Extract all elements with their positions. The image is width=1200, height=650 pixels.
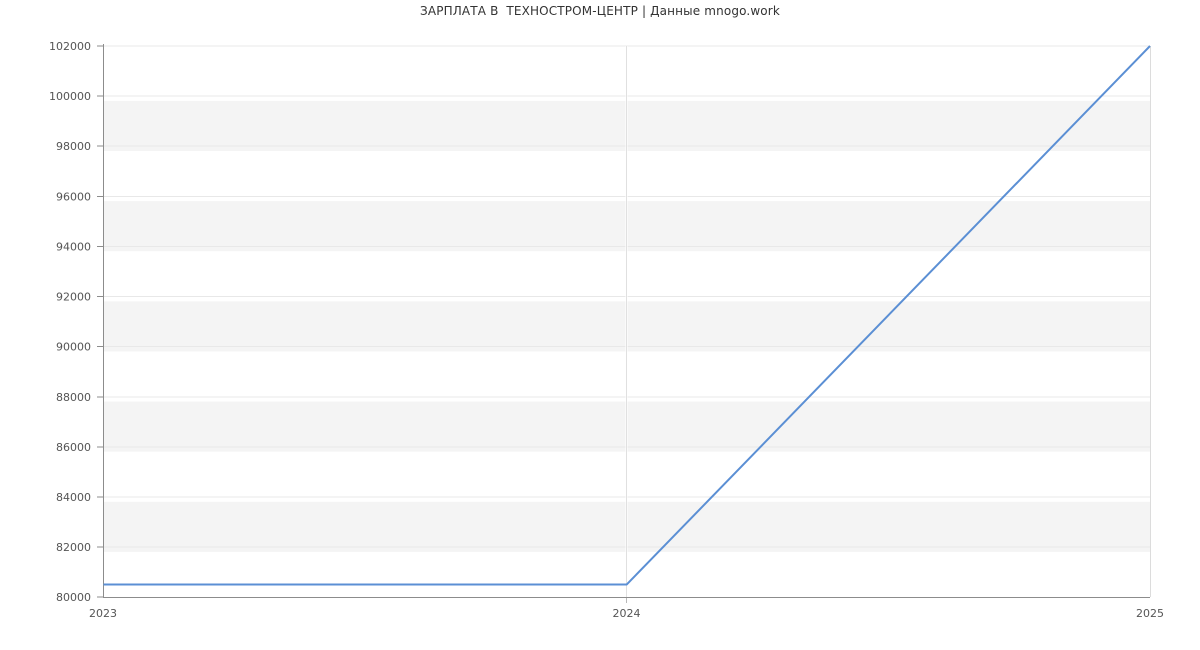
y-tick-label: 98000 [56, 140, 91, 153]
y-tick-label: 90000 [56, 341, 91, 354]
y-tick-label: 102000 [49, 40, 91, 53]
y-tick-label: 80000 [56, 591, 91, 604]
x-tick-label: 2024 [613, 607, 641, 620]
chart-title: ЗАРПЛАТА В ТЕХНОСТРОМ-ЦЕНТР | Данные mno… [420, 4, 780, 18]
y-tick-label: 86000 [56, 441, 91, 454]
y-tick-label: 100000 [49, 90, 91, 103]
x-tick-label: 2025 [1136, 607, 1164, 620]
y-tick-label: 96000 [56, 190, 91, 203]
data-series-line [103, 45, 1151, 586]
y-axis-ticks [97, 45, 103, 598]
y-tick-label: 88000 [56, 391, 91, 404]
y-tick-label: 94000 [56, 241, 91, 254]
x-tick-label: 2023 [89, 607, 117, 620]
y-axis-labels: 102000 100000 98000 96000 94000 92000 90… [49, 40, 91, 604]
x-axis-labels: 2023 2024 2025 [89, 607, 1164, 620]
y-tick-label: 84000 [56, 491, 91, 504]
y-tick-label: 92000 [56, 291, 91, 304]
y-tick-label: 82000 [56, 541, 91, 554]
